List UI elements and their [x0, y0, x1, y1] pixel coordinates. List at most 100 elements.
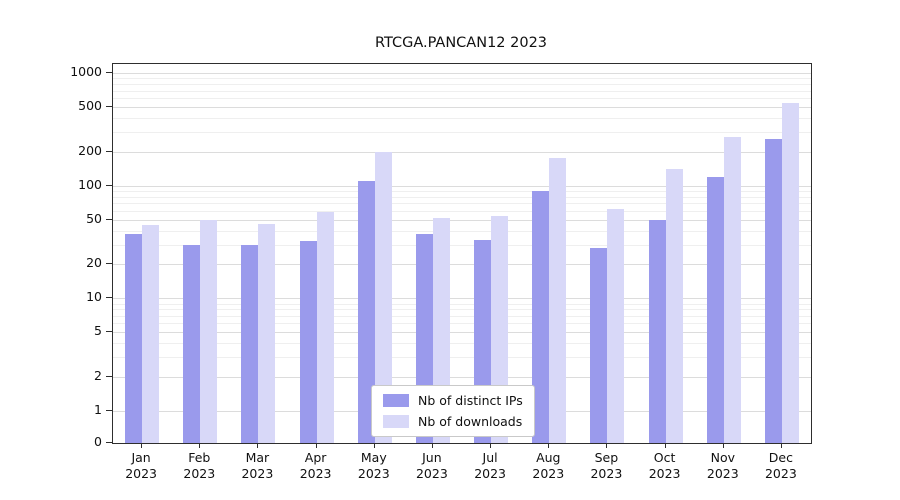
- x-tick-label-line: Nov: [710, 450, 735, 465]
- x-tick-label: Sep 2023: [576, 450, 636, 483]
- x-tick-label-line: 2023: [590, 466, 623, 482]
- legend-item-distinct-ips: Nb of distinct IPs: [383, 393, 523, 408]
- minor-gridline: [113, 203, 811, 205]
- y-tick-label: 2: [94, 368, 102, 384]
- x-tick-label-line: Sep: [594, 450, 619, 465]
- x-tick-label-line: 2023: [532, 466, 565, 482]
- x-tick-label: Dec 2023: [751, 450, 811, 483]
- x-tick-label: Apr 2023: [286, 450, 346, 483]
- minor-gridline: [113, 90, 811, 92]
- minor-gridline: [113, 131, 811, 133]
- x-tick: [141, 443, 143, 448]
- y-tick-label: 1: [94, 402, 102, 417]
- x-tick-label-line: 2023: [474, 466, 506, 482]
- bar-distinct-ips: [241, 244, 259, 443]
- x-tick-label: Mar 2023: [227, 450, 287, 483]
- x-tick-label-line: 2023: [241, 466, 274, 482]
- x-tick: [315, 443, 317, 448]
- chart-title: RTCGA.PANCAN12 2023: [374, 35, 548, 51]
- x-tick-label-line: 2023: [125, 466, 157, 482]
- x-tick: [431, 443, 433, 448]
- major-gridline: [113, 73, 811, 74]
- y-tick-label: 20: [86, 255, 102, 271]
- y-tick-label: 0: [94, 434, 102, 449]
- x-tick-label-line: 2023: [648, 466, 681, 482]
- y-tick-label: 5: [94, 323, 102, 339]
- bar-downloads: [258, 223, 276, 443]
- y-tick-label: 100: [78, 176, 102, 192]
- y-tick: [106, 150, 112, 152]
- x-tick-label-line: Apr: [304, 450, 327, 465]
- bar-downloads: [200, 219, 218, 443]
- x-tick: [722, 443, 724, 448]
- minor-gridline: [113, 230, 811, 232]
- x-tick-label-line: Jun: [422, 450, 442, 465]
- minor-gridline: [113, 210, 811, 212]
- minor-gridline: [113, 83, 811, 85]
- x-tick: [257, 443, 259, 448]
- y-tick: [106, 105, 112, 107]
- bar-distinct-ips: [183, 244, 201, 443]
- major-gridline: [113, 377, 811, 379]
- x-tick: [664, 443, 666, 448]
- x-tick: [199, 443, 201, 448]
- major-gridline: [113, 298, 811, 300]
- bar-downloads: [665, 169, 683, 443]
- bar-distinct-ips: [590, 248, 608, 443]
- y-tick-label: 10: [86, 289, 102, 305]
- x-tick-label-line: 2023: [183, 466, 216, 482]
- major-gridline: [113, 185, 811, 187]
- bar-distinct-ips: [648, 219, 666, 443]
- bar-distinct-ips: [532, 190, 550, 443]
- bar-distinct-ips: [299, 241, 317, 443]
- y-tick: [106, 184, 112, 186]
- major-gridline: [113, 264, 811, 266]
- y-tick: [106, 263, 112, 265]
- minor-gridline: [113, 117, 811, 119]
- legend-item-downloads: Nb of downloads: [383, 414, 523, 429]
- x-tick-label-line: Feb: [188, 450, 211, 465]
- plot-area: Nb of distinct IPs Nb of downloads: [112, 63, 812, 444]
- x-tick-label: Oct 2023: [635, 450, 695, 483]
- x-tick-label-line: Dec: [768, 450, 793, 465]
- x-tick: [548, 443, 550, 448]
- bar-distinct-ips: [125, 234, 143, 443]
- x-tick-label-line: 2023: [764, 466, 797, 482]
- bar-distinct-ips: [706, 176, 724, 443]
- x-tick-label: Aug 2023: [518, 450, 578, 483]
- bar-distinct-ips: [764, 138, 782, 443]
- y-tick-label: 50: [86, 210, 102, 226]
- x-tick-label: Jul 2023: [460, 450, 520, 483]
- minor-gridline: [113, 315, 811, 317]
- legend-swatch-distinct-ips: [383, 394, 409, 407]
- bar-downloads: [781, 103, 799, 443]
- minor-gridline: [113, 190, 811, 192]
- x-tick-label-line: 2023: [357, 466, 390, 482]
- minor-gridline: [113, 196, 811, 198]
- y-tick-label: 200: [78, 142, 102, 158]
- x-tick-label-line: Aug: [536, 450, 561, 465]
- x-tick-label-line: 2023: [415, 466, 448, 482]
- minor-gridline: [113, 323, 811, 325]
- x-tick-label-line: May: [360, 450, 387, 465]
- bar-downloads: [316, 212, 334, 443]
- minor-gridline: [113, 98, 811, 99]
- bar-downloads: [549, 158, 567, 443]
- minor-gridline: [113, 244, 811, 246]
- minor-gridline: [113, 78, 811, 80]
- bar-distinct-ips: [357, 181, 375, 443]
- y-tick: [106, 442, 112, 443]
- x-tick-label: Feb 2023: [169, 450, 229, 483]
- x-tick: [490, 443, 492, 448]
- y-tick-label: 1000: [70, 64, 102, 79]
- legend: Nb of distinct IPs Nb of downloads: [371, 385, 535, 437]
- major-gridline: [113, 332, 811, 334]
- x-tick-label-line: Jul: [482, 450, 498, 465]
- x-tick-label-line: Oct: [653, 450, 676, 465]
- y-tick: [106, 376, 112, 378]
- y-tick: [106, 331, 112, 333]
- y-tick: [106, 72, 112, 73]
- x-tick: [606, 443, 608, 448]
- legend-swatch-downloads: [383, 415, 409, 428]
